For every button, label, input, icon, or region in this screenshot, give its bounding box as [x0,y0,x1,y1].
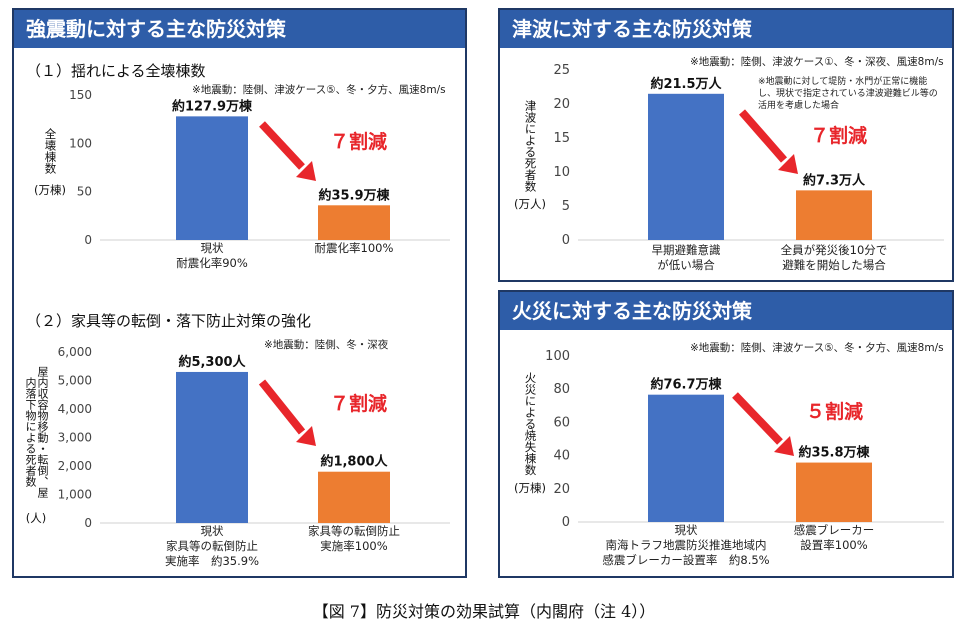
tsunami-note2: ※地震動に対して堤防・水門が正常に機能し、現状で指定されている津波避難ビル等の活… [758,77,938,111]
fire-category-label: 感震ブレーカー [794,523,875,537]
tsunami-reduction-label: ７割減 [810,124,867,147]
collapse-reduction-arrow [259,121,305,170]
fire-category-label: 南海トラフ地震防災推進地域内 [606,538,767,552]
furniture-bar-1 [176,371,248,523]
collapse-arrow-head [296,161,316,181]
section1-note: ※地震動：陸側、津波ケース⑤、冬・夕方、風速8m/s [192,84,446,96]
tsunami-ylabel: 津波による死者数 (万人) [510,100,550,211]
fire-arrow-head [774,436,794,456]
furniture-reduction-label: ７割減 [330,392,387,415]
fire-y-tick: 20 [553,482,570,497]
fire-data-label-2: 約35.8万棟 [798,445,870,461]
collapse-bar-1 [176,116,248,240]
tsunami-data-label-1: 約21.5万人 [650,76,722,92]
section1-ylabel: 全壊棟数 (万棟) [30,128,70,197]
seismic-panel-title: 強震動に対する主な防災対策 [14,10,465,48]
tsunami-ylabel-unit: (万人) [514,197,546,211]
furniture-category-label: 家具等の転倒防止 [308,524,400,538]
fire-reduction-label: ５割減 [806,400,863,423]
tsunami-bar-1 [648,93,724,240]
tsunami-arrow-head [778,154,798,174]
tsunami-bar-2 [796,190,872,240]
section1-ylabel-unit: (万棟) [34,183,66,197]
section2-ylabel-unit: (人) [25,511,47,525]
furniture-y-tick: 2,000 [58,459,92,473]
tsunami-note: ※地震動：陸側、津波ケース①、冬・深夜、風速8m/s [690,56,944,68]
furniture-y-tick: 4,000 [58,402,92,416]
fire-y-tick: 60 [553,415,570,430]
collapse-y-tick: 0 [84,233,92,247]
furniture-data-label-1: 約5,300人 [178,354,246,370]
fire-y-tick: 0 [562,515,570,530]
furniture-category-label: 現状 [201,524,224,538]
collapse-reduction-label: ７割減 [330,130,387,153]
tsunami-category-label: が低い場合 [657,258,715,272]
tsunami-category-label: 早期避難意識 [652,243,721,257]
fire-panel-title: 火災に対する主な防災対策 [500,292,952,330]
tsunami-data-label-2: 約7.3万人 [803,172,866,188]
furniture-category-label: 実施率 約35.9% [165,554,259,568]
fire-y-tick: 40 [553,449,570,464]
tsunami-y-tick: 5 [562,199,570,214]
fire-bar-2 [796,462,872,522]
collapse-data-label-2: 約35.9万棟 [318,187,390,203]
fire-ylabel: 火災による焼失棟数 (万棟) [510,372,550,495]
section1-ylabel-text: 全壊棟数 [43,128,58,174]
tsunami-panel: 津波に対する主な防災対策 ※地震動：陸側、津波ケース①、冬・深夜、風速8m/s … [498,8,954,282]
fire-panel: 火災に対する主な防災対策 ※地震動：陸側、津波ケース⑤、冬・夕方、風速8m/s … [498,290,954,578]
section2-ylabel: 屋内収容物移動・転倒、屋内落下物による死者数 (人) [16,362,56,525]
furniture-bar-2 [318,471,390,523]
furniture-category-label: 実施率100% [320,539,387,553]
fire-category-label: 感震ブレーカー設置率 約8.5% [602,553,769,567]
collapse-category-label: 耐震化率100% [315,241,394,255]
tsunami-category-label: 全員が発災後10分で [781,243,888,257]
fire-category-label: 現状 [675,523,698,537]
section2-note: ※地震動：陸側、冬・深夜 [264,339,389,351]
section1-heading: （１）揺れによる全壊棟数 [26,62,206,80]
tsunami-y-tick: 15 [553,131,570,146]
tsunami-y-tick: 20 [553,97,570,112]
furniture-arrow-head [296,426,316,446]
furniture-data-label-2: 約1,800人 [320,454,388,470]
collapse-bar-2 [318,205,390,240]
fire-ylabel-text: 火災による焼失棟数 [523,372,538,476]
furniture-reduction-arrow [258,379,306,435]
fire-category-label: 設置率100% [800,538,867,552]
fire-data-label-1: 約76.7万棟 [650,377,722,393]
collapse-data-label-1: 約127.9万棟 [172,98,253,114]
tsunami-category-label: 避難を開始した場合 [782,258,886,272]
collapse-y-tick: 100 [69,136,92,150]
tsunami-ylabel-text: 津波による死者数 [523,100,538,192]
collapse-y-tick: 150 [69,88,92,102]
furniture-y-tick: 6,000 [58,345,92,359]
tsunami-reduction-arrow [738,109,788,163]
furniture-category-label: 家具等の転倒防止 [166,539,258,553]
tsunami-y-tick: 25 [553,63,570,78]
fire-ylabel-unit: (万棟) [514,480,546,495]
furniture-y-tick: 5,000 [58,374,92,388]
tsunami-y-tick: 10 [553,165,570,180]
furniture-y-tick: 3,000 [58,431,92,445]
tsunami-y-tick: 0 [562,233,570,248]
fire-y-tick: 80 [553,382,570,397]
furniture-y-tick: 1,000 [58,488,92,502]
tsunami-panel-title: 津波に対する主な防災対策 [500,10,952,48]
section2-heading: （２）家具等の転倒・落下防止対策の強化 [26,312,312,330]
figure-caption: 【図 7】防災対策の効果試算（内閣府（注 4）） [312,602,656,621]
collapse-category-label: 耐震化率90% [176,256,248,270]
fire-y-tick: 100 [545,349,570,364]
fire-bar-1 [648,394,724,522]
collapse-y-tick: 50 [77,185,92,199]
fire-note: ※地震動：陸側、津波ケース⑤、冬・夕方、風速8m/s [690,342,944,354]
furniture-y-tick: 0 [84,516,92,530]
collapse-category-label: 現状 [201,241,224,255]
section2-ylabel-text: 屋内収容物移動・転倒、屋内落下物による死者数 [24,366,49,498]
fire-reduction-arrow [732,392,783,445]
